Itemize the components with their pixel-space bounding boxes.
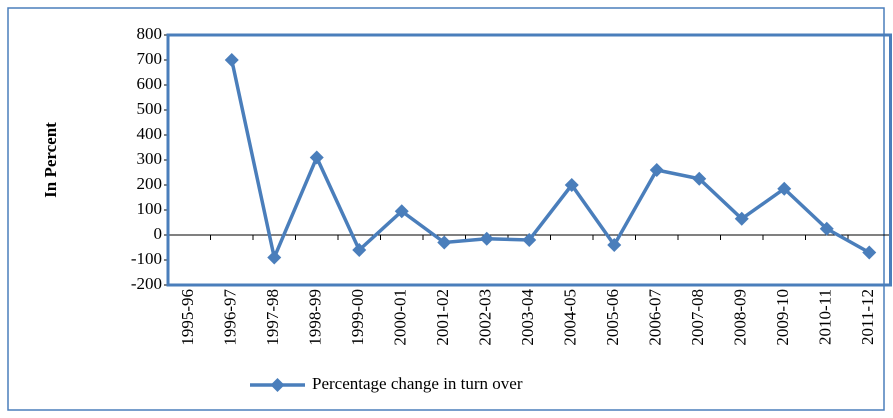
x-tick-label: 2008-09 xyxy=(731,289,750,346)
y-tick-label: 200 xyxy=(137,174,163,193)
x-tick-label: 2003-04 xyxy=(518,289,537,346)
x-tick-label: 2007-08 xyxy=(688,289,707,346)
x-tick-label: 2011-12 xyxy=(858,289,877,345)
x-tick-label: 2006-07 xyxy=(646,289,665,346)
legend-marker xyxy=(270,378,285,392)
y-tick-label: 500 xyxy=(137,99,163,118)
x-tick-label: 2001-02 xyxy=(433,289,452,346)
marker xyxy=(267,250,282,265)
y-tick-label: 0 xyxy=(154,224,163,243)
marker xyxy=(479,231,494,246)
x-tick-label: 2000-01 xyxy=(391,289,410,346)
chart-border xyxy=(7,7,885,411)
x-tick-label: 1998-99 xyxy=(306,289,325,346)
marker xyxy=(522,233,537,247)
x-tick-label: 1995-96 xyxy=(178,289,197,346)
x-tick-label: 2010-11 xyxy=(816,289,835,345)
marker xyxy=(777,181,792,196)
x-tick-label: 2004-05 xyxy=(561,289,580,346)
marker xyxy=(862,245,877,260)
y-tick-label: -200 xyxy=(131,274,162,293)
marker xyxy=(734,211,749,226)
y-tick-label: 100 xyxy=(137,199,163,218)
series-line xyxy=(230,59,871,264)
marker xyxy=(649,163,664,177)
y-tick-label: 300 xyxy=(137,149,163,168)
marker xyxy=(394,204,409,219)
marker xyxy=(819,221,834,236)
x-tick-label: 1999-00 xyxy=(348,289,367,346)
x-tick-label: 1997-98 xyxy=(263,289,282,346)
y-tick-label: 800 xyxy=(137,24,163,43)
y-tick-label: 400 xyxy=(137,124,163,143)
marker xyxy=(564,178,579,192)
marker xyxy=(309,150,324,165)
x-tick-label: 2002-03 xyxy=(476,289,495,346)
legend-label: Percentage change in turn over xyxy=(312,374,523,393)
x-tick-label: 2005-06 xyxy=(603,289,622,346)
y-axis-label: In Percent xyxy=(41,122,60,198)
y-tick-label: 600 xyxy=(137,74,163,93)
marker xyxy=(437,235,452,250)
plot-border xyxy=(166,33,892,287)
marker xyxy=(352,243,367,257)
marker xyxy=(692,171,707,186)
x-tick-label: 2009-10 xyxy=(773,289,792,346)
marker xyxy=(607,238,622,252)
x-tick-label: 1996-97 xyxy=(221,289,240,346)
marker xyxy=(224,53,239,67)
y-tick-label: 700 xyxy=(137,49,163,68)
y-tick-label: -100 xyxy=(131,249,162,268)
